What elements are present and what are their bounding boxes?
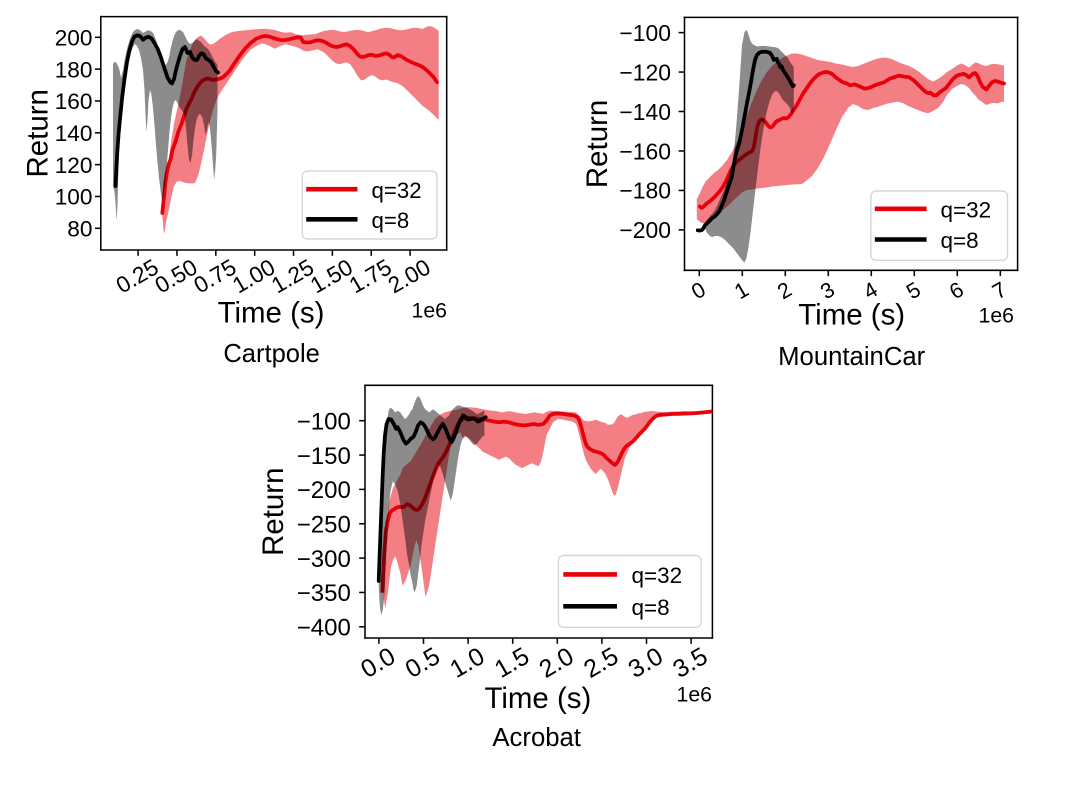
svg-text:−140: −140: [619, 99, 671, 125]
svg-text:−350: −350: [297, 580, 351, 607]
svg-text:Return: Return: [22, 89, 55, 177]
svg-text:q=32: q=32: [631, 563, 682, 588]
svg-text:80: 80: [67, 217, 92, 242]
svg-text:MountainCar: MountainCar: [778, 343, 926, 371]
svg-text:−300: −300: [297, 546, 351, 573]
svg-text:Time (s): Time (s): [484, 682, 591, 715]
svg-text:1e6: 1e6: [979, 303, 1014, 327]
svg-text:Return: Return: [257, 468, 290, 556]
svg-text:−200: −200: [297, 477, 351, 504]
svg-text:q=8: q=8: [372, 208, 410, 233]
svg-text:−100: −100: [297, 408, 351, 435]
svg-text:q=32: q=32: [941, 197, 992, 222]
svg-text:Return: Return: [581, 100, 614, 188]
svg-text:120: 120: [55, 153, 93, 178]
svg-text:−200: −200: [619, 217, 671, 243]
svg-text:q=32: q=32: [372, 178, 422, 203]
svg-text:Time (s): Time (s): [798, 299, 905, 332]
svg-text:100: 100: [55, 185, 93, 210]
svg-text:−150: −150: [297, 443, 351, 470]
svg-text:q=8: q=8: [631, 595, 669, 620]
svg-text:Time (s): Time (s): [218, 297, 325, 330]
svg-text:−120: −120: [619, 59, 671, 85]
svg-text:−160: −160: [619, 138, 671, 164]
svg-text:Acrobat: Acrobat: [492, 724, 581, 752]
svg-text:−180: −180: [619, 178, 671, 204]
svg-text:180: 180: [55, 57, 93, 82]
svg-text:200: 200: [55, 26, 93, 51]
svg-text:−400: −400: [297, 615, 351, 642]
svg-text:1e6: 1e6: [412, 299, 447, 323]
svg-text:q=8: q=8: [941, 228, 979, 253]
svg-text:−250: −250: [297, 511, 351, 538]
svg-text:Cartpole: Cartpole: [223, 340, 320, 368]
svg-text:−100: −100: [619, 20, 671, 46]
svg-text:1e6: 1e6: [677, 682, 712, 706]
svg-text:160: 160: [55, 89, 93, 114]
svg-text:140: 140: [55, 121, 93, 146]
